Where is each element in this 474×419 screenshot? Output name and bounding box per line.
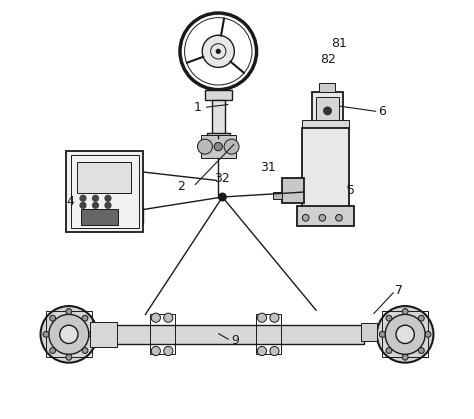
- Bar: [207, 133, 229, 138]
- Bar: [46, 311, 92, 357]
- Circle shape: [302, 215, 309, 221]
- Bar: [81, 209, 118, 225]
- Circle shape: [92, 195, 99, 201]
- Circle shape: [151, 313, 160, 322]
- Circle shape: [396, 325, 414, 344]
- Bar: [319, 83, 335, 92]
- Circle shape: [164, 313, 173, 322]
- Text: 2: 2: [177, 180, 184, 193]
- Circle shape: [49, 314, 89, 354]
- Bar: [382, 311, 428, 357]
- Bar: [90, 322, 117, 347]
- Text: 6: 6: [379, 105, 386, 118]
- Circle shape: [425, 331, 431, 337]
- Circle shape: [377, 306, 433, 363]
- Circle shape: [66, 308, 72, 314]
- Bar: [316, 97, 339, 121]
- Text: 5: 5: [347, 184, 356, 197]
- Circle shape: [224, 139, 239, 154]
- Circle shape: [60, 325, 78, 344]
- Circle shape: [198, 139, 212, 154]
- Circle shape: [66, 354, 72, 360]
- Circle shape: [324, 107, 331, 115]
- Circle shape: [379, 331, 385, 337]
- Circle shape: [151, 347, 160, 356]
- Circle shape: [82, 315, 88, 321]
- Text: 4: 4: [66, 195, 74, 208]
- Circle shape: [386, 348, 392, 354]
- Bar: [102, 325, 364, 344]
- Bar: [201, 135, 236, 158]
- Text: 81: 81: [331, 36, 346, 49]
- Text: 32: 32: [214, 172, 230, 185]
- Circle shape: [80, 202, 86, 208]
- Circle shape: [257, 347, 266, 356]
- Bar: [362, 323, 377, 341]
- Bar: [77, 162, 131, 193]
- Circle shape: [43, 331, 49, 337]
- Bar: [312, 92, 343, 126]
- Circle shape: [419, 315, 424, 321]
- Circle shape: [89, 331, 95, 337]
- Bar: [301, 120, 349, 129]
- Text: 31: 31: [260, 161, 276, 174]
- Circle shape: [82, 348, 88, 354]
- Circle shape: [105, 202, 111, 208]
- Circle shape: [270, 313, 279, 322]
- Text: 82: 82: [320, 53, 336, 66]
- Text: 7: 7: [395, 284, 403, 297]
- Bar: [212, 100, 225, 135]
- Circle shape: [385, 314, 425, 354]
- Circle shape: [50, 348, 55, 354]
- Bar: [282, 178, 304, 203]
- Circle shape: [419, 348, 424, 354]
- Bar: [256, 314, 281, 354]
- Circle shape: [219, 193, 226, 201]
- Bar: [150, 314, 174, 354]
- Text: 1: 1: [193, 101, 201, 114]
- Bar: [297, 206, 354, 226]
- Circle shape: [92, 202, 99, 208]
- Circle shape: [41, 306, 97, 363]
- Circle shape: [50, 315, 55, 321]
- Circle shape: [402, 354, 408, 360]
- Circle shape: [270, 347, 279, 356]
- Circle shape: [202, 35, 234, 67]
- Bar: [301, 128, 349, 210]
- Bar: [273, 191, 282, 199]
- Circle shape: [386, 315, 392, 321]
- Circle shape: [105, 195, 111, 201]
- Circle shape: [164, 347, 173, 356]
- Circle shape: [319, 215, 326, 221]
- Circle shape: [214, 142, 222, 151]
- Text: 9: 9: [231, 334, 238, 347]
- Circle shape: [80, 195, 86, 201]
- Circle shape: [257, 313, 266, 322]
- Bar: [71, 155, 139, 228]
- Circle shape: [216, 49, 220, 53]
- Bar: [66, 151, 143, 233]
- Circle shape: [402, 308, 408, 314]
- Bar: [205, 90, 232, 100]
- Circle shape: [336, 215, 342, 221]
